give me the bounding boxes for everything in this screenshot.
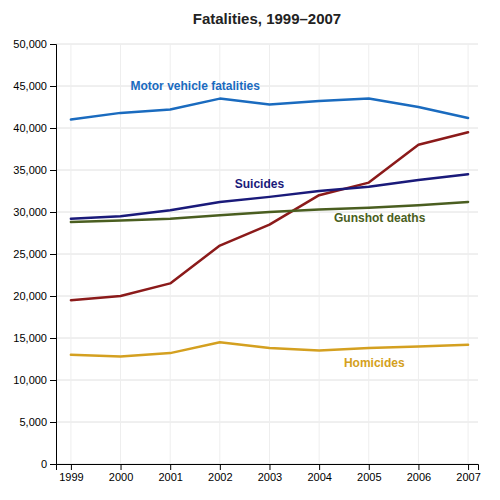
tick: 2004 [307, 464, 331, 483]
grid-line [56, 380, 478, 381]
tick-label: 2000 [109, 471, 133, 483]
tick-mark [170, 464, 171, 470]
tick-label: 40,000 [13, 122, 47, 134]
tick-mark [50, 44, 56, 45]
tick-label: 2006 [407, 471, 431, 483]
tick-mark [50, 254, 56, 255]
grid-line [120, 44, 121, 464]
tick-label: 5,000 [19, 416, 47, 428]
tick: 20,000 [13, 290, 56, 302]
tick: 2000 [109, 464, 133, 483]
tick-mark [269, 464, 270, 470]
series-line [71, 342, 468, 356]
tick-mark [50, 86, 56, 87]
grid-line [219, 44, 220, 464]
tick: 30,000 [13, 206, 56, 218]
grid-line [56, 254, 478, 255]
tick-label: 45,000 [13, 80, 47, 92]
tick-mark [121, 464, 122, 470]
grid-line [170, 44, 171, 464]
tick-mark [50, 212, 56, 213]
tick: 1999 [59, 464, 83, 483]
tick: 2007 [456, 464, 480, 483]
tick-label: 30,000 [13, 206, 47, 218]
tick: 10,000 [13, 374, 56, 386]
tick-mark [50, 464, 56, 465]
grid-line [368, 44, 369, 464]
grid-line [56, 128, 478, 129]
tick-label: 2005 [357, 471, 381, 483]
tick-mark [468, 464, 469, 470]
tick: 50,000 [13, 38, 56, 50]
tick-mark [50, 338, 56, 339]
tick: 2003 [258, 464, 282, 483]
tick-label: 0 [41, 458, 47, 470]
annotation: Homicides [344, 356, 405, 370]
tick-label: 2003 [258, 471, 282, 483]
annotations: Motor vehicle fatalities Suicides Gunshot … [130, 79, 425, 370]
tick-label: 10,000 [13, 374, 47, 386]
tick-label: 50,000 [13, 38, 47, 50]
tick-label: 2002 [208, 471, 232, 483]
tick: 2005 [357, 464, 381, 483]
grid-line [56, 44, 478, 45]
grid-line [56, 338, 478, 339]
lines [71, 99, 468, 357]
tick: 35,000 [13, 164, 56, 176]
series-line [71, 99, 468, 120]
tick-mark [50, 422, 56, 423]
tick: 45,000 [13, 80, 56, 92]
y-axis: 0 5,000 10,000 15,000 20,000 25,000 30,000 35,0… [13, 38, 56, 470]
axis-line [50, 45, 57, 465]
x-axis: 1999 2000 2001 2002 2003 2004 2005 2006 2007 [57, 464, 481, 483]
annotation: Suicides [235, 177, 285, 191]
tick: 15,000 [13, 332, 56, 344]
tick-label: 20,000 [13, 290, 47, 302]
tick-mark [220, 464, 221, 470]
tick-mark [369, 464, 370, 470]
tick: 2001 [158, 464, 182, 483]
tick: 40,000 [13, 122, 56, 134]
series-group [71, 99, 468, 357]
tick-mark [319, 464, 320, 470]
tick: 25,000 [13, 248, 56, 260]
tick-mark [50, 380, 56, 381]
tick-label: 2001 [158, 471, 182, 483]
tick: 0 [41, 458, 56, 470]
grid-line [56, 170, 478, 171]
series-line [71, 132, 468, 300]
grid-line [269, 44, 270, 464]
grid [56, 44, 478, 464]
tick-mark [71, 464, 72, 470]
tick-label: 25,000 [13, 248, 47, 260]
grid-line [468, 44, 469, 464]
grid-line [56, 86, 478, 87]
annotation: Motor vehicle fatalities [130, 79, 260, 93]
tick-label: 15,000 [13, 332, 47, 344]
tick-label: 2004 [307, 471, 331, 483]
tick-mark [50, 128, 56, 129]
title: Fatalities, 1999–2007 [193, 10, 341, 27]
tick-mark [50, 296, 56, 297]
chart: Fatalities, 1999–2007 1999 2000 2001 2002 200… [0, 0, 500, 500]
grid-line [319, 44, 320, 464]
annotation: Gunshot deaths [334, 211, 426, 225]
tick: 2002 [208, 464, 232, 483]
tick: 2006 [407, 464, 431, 483]
tick-label: 2007 [456, 471, 480, 483]
tick-mark [418, 464, 419, 470]
axis-line [57, 465, 479, 471]
tick: 5,000 [19, 416, 56, 428]
tick-label: 1999 [59, 471, 83, 483]
tick-mark [50, 170, 56, 171]
plot: 1999 2000 2001 2002 2003 2004 2005 2006 2007 0 5,0… [13, 38, 480, 483]
grid-line [56, 422, 478, 423]
tick-label: 35,000 [13, 164, 47, 176]
grid-line [70, 44, 71, 464]
